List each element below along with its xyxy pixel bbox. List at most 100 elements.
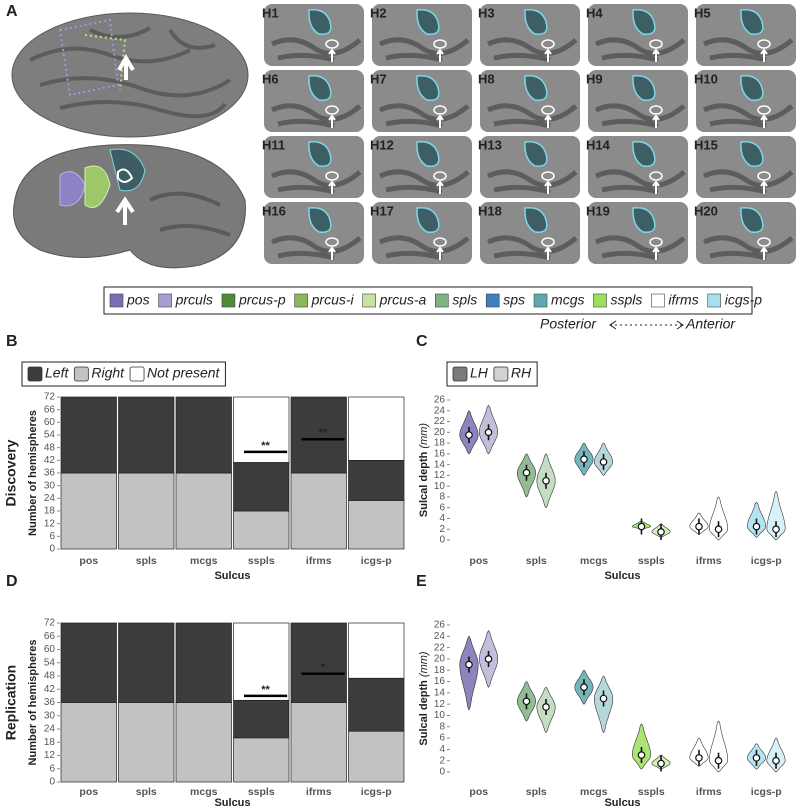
sulci: [270, 37, 362, 63]
y-axis-label: Sulcal depth (mm): [418, 651, 430, 745]
sulci: [594, 235, 686, 261]
bar-segment: [348, 730, 405, 783]
x-tick-label: mcgs: [580, 786, 608, 798]
mcgs-outline: [524, 75, 548, 101]
x-tick-label: icgs-p: [751, 786, 782, 798]
panel-label: E: [416, 573, 427, 590]
y-tick-label: 10: [434, 710, 446, 721]
y-tick-label: 0: [439, 767, 445, 778]
panel-label: D: [6, 573, 18, 590]
hemisphere-label: H7: [370, 71, 387, 86]
sulci: [270, 103, 362, 129]
sulci: [702, 103, 794, 129]
bar-segment: [233, 622, 290, 701]
bar-segment: [233, 462, 290, 512]
x-tick-label: spls: [136, 786, 157, 798]
median-dot: [542, 476, 550, 485]
mcgs-outline: [416, 75, 440, 101]
sulci: [594, 37, 686, 63]
median-dot: [599, 458, 608, 466]
x-tick-label: ifrms: [696, 555, 722, 567]
ifrms-outline: [433, 171, 447, 181]
y-tick-label: 66: [44, 631, 56, 642]
bar-segment: [118, 472, 175, 550]
panel-label: A: [6, 3, 18, 20]
x-tick-label: pos: [469, 555, 488, 567]
x-tick-label: mcgs: [190, 555, 218, 567]
sulci: [486, 235, 578, 261]
significance-label: **: [319, 427, 328, 439]
y-axis-unit: (mm): [418, 423, 430, 449]
y-tick-label: 6: [49, 531, 55, 542]
x-tick-label: pos: [79, 786, 98, 798]
ifrms-outline: [433, 39, 447, 49]
x-tick-label: spls: [526, 786, 547, 798]
median-dot: [695, 754, 703, 762]
bar-segment: [118, 622, 175, 703]
y-tick-label: 24: [434, 405, 446, 416]
ifrms-outline: [433, 105, 447, 115]
legend-swatch: [485, 293, 500, 308]
legend-swatch: [362, 293, 376, 308]
bar-segment: [290, 622, 347, 703]
y-tick-label: 36: [44, 468, 56, 479]
y-tick-label: 14: [434, 459, 446, 470]
bar-segment: [233, 699, 290, 739]
significance-label: **: [261, 684, 270, 696]
y-tick-label: 14: [434, 687, 446, 698]
legend-swatch: [294, 293, 308, 308]
median-dot: [714, 525, 723, 534]
legend-label: sps: [503, 292, 525, 308]
x-tick-label: ifrms: [696, 786, 722, 798]
ifrms-outline: [325, 237, 339, 247]
y-axis-label-text: Sulcal depth: [418, 451, 430, 517]
hemisphere-label: H18: [478, 203, 502, 218]
violin: [766, 491, 786, 541]
ifrms-outline: [649, 237, 663, 247]
ifrms-outline: [541, 105, 555, 115]
y-tick-label: 2: [439, 755, 445, 766]
bar-segment: [348, 396, 405, 461]
legend-label: prculs: [175, 292, 213, 308]
y-tick-label: 30: [44, 480, 56, 491]
mcgs-outline: [416, 9, 440, 35]
ifrms-outline: [325, 105, 339, 115]
x-tick-label: spls: [136, 555, 157, 567]
legend-swatch: [27, 366, 43, 382]
mcgs-outline: [524, 207, 548, 233]
legend-label: LH: [470, 365, 489, 381]
y-tick-label: 6: [439, 733, 445, 744]
y-axis-label: Sulcal depth (mm): [418, 423, 430, 517]
direction-label: Posterior: [540, 316, 597, 332]
arrow: [652, 246, 660, 260]
median-dot: [637, 751, 646, 759]
arrow: [328, 48, 336, 62]
legend-label: prcus-p: [238, 292, 286, 308]
x-axis-label: Sulcus: [214, 797, 250, 809]
bar-segment: [175, 622, 232, 703]
ifrms-outline: [757, 237, 771, 247]
arrow: [760, 246, 768, 260]
legend-swatch: [109, 293, 124, 308]
hemisphere-label: H8: [478, 71, 495, 86]
y-tick-label: 18: [434, 438, 446, 449]
mcgs-outline: [308, 207, 332, 233]
y-tick-label: 12: [434, 699, 446, 710]
bar-segment: [118, 702, 175, 783]
x-tick-label: pos: [79, 555, 98, 567]
ifrms-outline: [757, 105, 771, 115]
bar-segment: [290, 396, 347, 474]
median-dot: [465, 431, 473, 439]
hemisphere-label: H6: [262, 71, 279, 86]
sulci: [486, 103, 578, 129]
arrow: [652, 114, 660, 128]
panel-label: C: [416, 333, 428, 350]
bar-segment: [233, 737, 290, 783]
legend-box: [21, 361, 226, 387]
y-axis-label-text: Number of hemispheres: [27, 410, 39, 536]
legend: Left Right Not present: [21, 361, 226, 387]
y-tick-label: 16: [434, 676, 446, 687]
arrow: [544, 180, 552, 194]
y-tick-label: 72: [44, 618, 56, 629]
